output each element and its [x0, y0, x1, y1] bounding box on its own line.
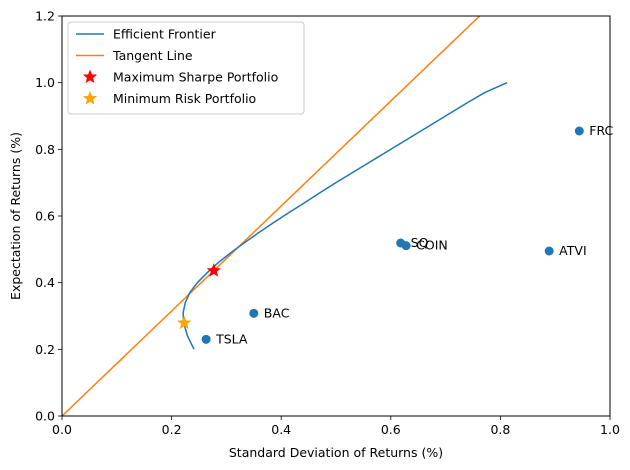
- max-sharpe-marker: [206, 263, 221, 277]
- y-tick-label: 1.2: [35, 9, 55, 24]
- y-tick-label: 0.8: [35, 142, 55, 157]
- x-tick-label: 0.4: [271, 422, 291, 437]
- legend-entry-label: Maximum Sharpe Portfolio: [113, 70, 278, 85]
- x-tick-label: 1.0: [600, 422, 620, 437]
- x-tick-label: 0.8: [490, 422, 510, 437]
- y-tick-label: 0.0: [35, 409, 55, 424]
- x-tick-label: 0.6: [381, 422, 401, 437]
- legend-box: [67, 21, 305, 115]
- asset-label-sq: SQ: [411, 235, 429, 250]
- y-tick-label: 1.0: [35, 75, 55, 90]
- efficient-frontier-line: [182, 81, 508, 350]
- min-risk-marker: [177, 315, 192, 330]
- legend-swatch-star: [82, 69, 98, 84]
- asset-point-frc: [574, 126, 584, 136]
- data-layer: [62, 16, 584, 416]
- legend-entry-label: Minimum Risk Portfolio: [113, 91, 256, 106]
- legend-entry-label: Tangent Line: [112, 48, 193, 63]
- x-axis-label: Standard Deviation of Returns (%): [229, 445, 443, 460]
- axis-layer: 0.0 0.2 0.4 0.6 0.8 1.0 0.0 0.2 0.4 0.6 0.8 1.0 1.2: [35, 9, 620, 438]
- legend-entry-label: Efficient Frontier: [113, 27, 217, 42]
- x-tick-label: 0.2: [162, 422, 182, 437]
- asset-label-frc: FRC: [589, 123, 613, 138]
- y-tick-label: 0.4: [35, 275, 55, 290]
- x-tick-label: 0.0: [52, 422, 72, 437]
- asset-point-tsla: [201, 334, 211, 344]
- asset-point-bac: [249, 308, 259, 318]
- asset-point-coin: [401, 241, 411, 251]
- y-tick-label: 0.2: [35, 342, 55, 357]
- y-tick-label: 0.6: [35, 209, 55, 224]
- y-axis-label: Expectation of Returns (%): [8, 132, 23, 300]
- asset-label-atvi: ATVI: [559, 243, 586, 258]
- asset-point-atvi: [544, 246, 554, 256]
- asset-label-tsla: TSLA: [215, 331, 248, 346]
- asset-label-coin: COIN: [416, 238, 448, 253]
- tangent-line: [62, 16, 481, 416]
- legend-swatch-star: [82, 91, 98, 105]
- asset-label-bac: BAC: [264, 305, 290, 320]
- legend: Efficient Frontier Tangent Line Maximum Sh…: [67, 21, 305, 115]
